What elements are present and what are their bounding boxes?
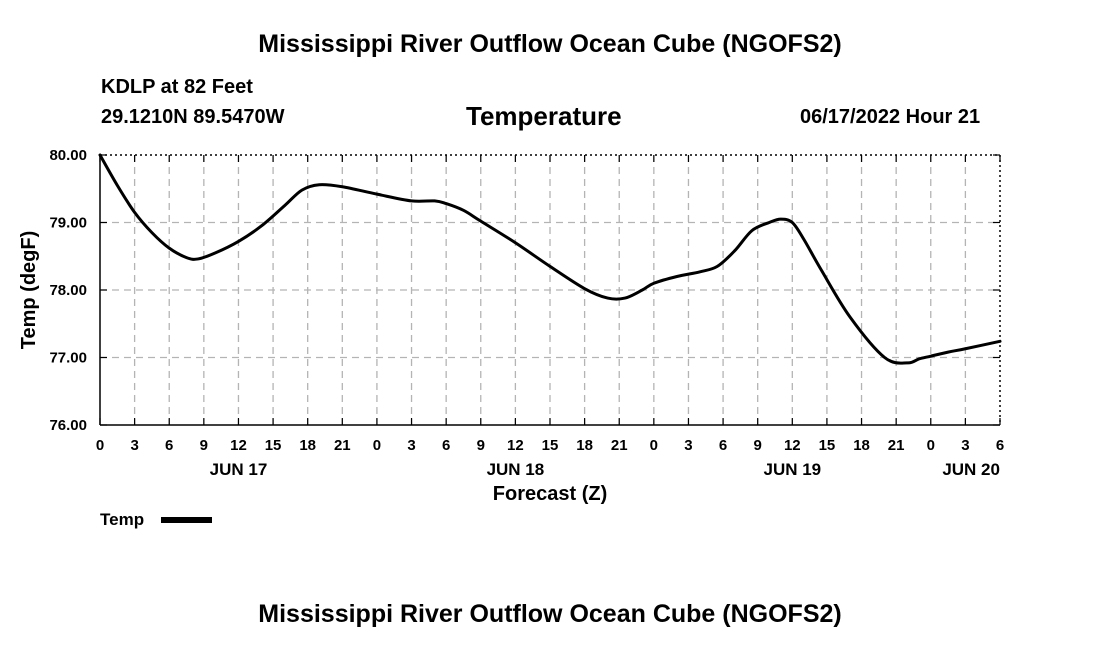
x-tick-label: 12: [230, 437, 247, 454]
x-tick-label: 0: [927, 437, 935, 454]
y-tick-label: 78.00: [49, 282, 87, 299]
x-tick-label: 18: [853, 437, 870, 454]
y-tick-label: 80.00: [49, 147, 87, 164]
x-tick-label: 15: [819, 437, 836, 454]
x-tick-label: 3: [684, 437, 692, 454]
x-tick-label: 15: [265, 437, 282, 454]
y-tick-label: 76.00: [49, 417, 87, 434]
x-tick-label: 3: [407, 437, 415, 454]
x-tick-label: 6: [442, 437, 450, 454]
x-tick-label: 6: [719, 437, 727, 454]
x-tick-label: 0: [96, 437, 104, 454]
x-tick-label: 3: [130, 437, 138, 454]
x-tick-label: 21: [888, 437, 905, 454]
forecast-datetime: 06/17/2022 Hour 21: [800, 106, 981, 128]
y-axis-title: Temp (degF): [18, 231, 40, 350]
y-tick-label: 79.00: [49, 215, 87, 232]
chart-main-title: Mississippi River Outflow Ocean Cube (NG…: [258, 30, 842, 58]
footer-title: Mississippi River Outflow Ocean Cube (NG…: [258, 600, 842, 628]
x-tick-label: 15: [542, 437, 559, 454]
date-label: JUN 20: [942, 460, 1000, 479]
x-tick-label: 18: [576, 437, 593, 454]
station-coordinates: 29.1210N 89.5470W: [101, 106, 285, 128]
x-tick-label: 0: [373, 437, 381, 454]
variable-title: Temperature: [466, 101, 622, 131]
y-tick-label: 77.00: [49, 350, 87, 367]
x-tick-label: 9: [477, 437, 485, 454]
x-tick-label: 9: [754, 437, 762, 454]
x-tick-label: 0: [650, 437, 658, 454]
date-label: JUN 18: [487, 460, 545, 479]
x-tick-label: 9: [200, 437, 208, 454]
x-axis-title: Forecast (Z): [493, 483, 607, 505]
x-tick-label: 6: [165, 437, 173, 454]
x-tick-label: 21: [334, 437, 351, 454]
x-tick-label: 12: [784, 437, 801, 454]
x-tick-label: 21: [611, 437, 628, 454]
x-tick-label: 6: [996, 437, 1004, 454]
x-tick-label: 18: [299, 437, 316, 454]
date-label: JUN 17: [210, 460, 268, 479]
x-tick-label: 3: [961, 437, 969, 454]
station-label: KDLP at 82 Feet: [101, 76, 253, 98]
temp-series-line: [98, 153, 1002, 365]
legend-label: Temp: [100, 510, 144, 529]
x-tick-label: 12: [507, 437, 524, 454]
date-label: JUN 19: [763, 460, 821, 479]
